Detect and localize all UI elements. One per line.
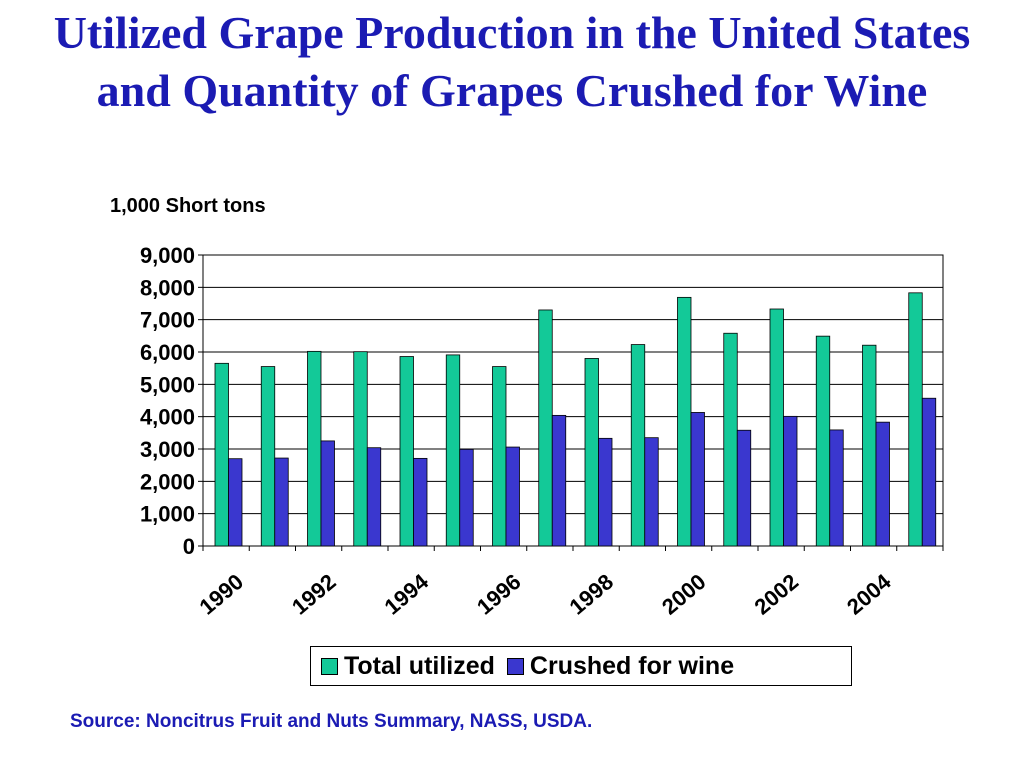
legend-item-crushed: Crushed for wine: [506, 651, 735, 681]
bar-crushed-for-wine: [228, 458, 243, 547]
bar-chart: 0 1,000 2,000 3,000 4,000 5,000 6,000 7,000 8,00…: [140, 243, 944, 620]
y-axis-units-label: 1,000 Short tons: [110, 195, 266, 217]
bar-total-utilized: [723, 332, 738, 547]
bar-total-utilized: [399, 356, 414, 547]
bar-crushed-for-wine: [736, 429, 752, 547]
y-tick-label: 7,000: [140, 308, 195, 333]
x-tick-label: 2004: [842, 568, 896, 619]
chart-title: Utilized Grape Production in the United …: [53, 7, 971, 116]
bar-total-utilized: [769, 308, 784, 547]
x-tick-label: 1996: [472, 569, 526, 620]
bar-total-utilized: [630, 344, 646, 547]
bar-crushed-for-wine: [644, 437, 659, 547]
legend-label-crushed: Crushed for wine: [529, 651, 735, 680]
bar-crushed-for-wine: [413, 457, 428, 547]
bar-total-utilized: [862, 344, 877, 547]
y-tick-label: 9,000: [140, 243, 195, 268]
chart-legend: Total utilized Crushed for wine: [310, 646, 852, 686]
x-tick-label: 1998: [565, 569, 619, 620]
x-tick-label: 2002: [750, 569, 804, 620]
bar-total-utilized: [538, 309, 553, 547]
bar-crushed-for-wine: [366, 447, 382, 547]
x-tick-label: 1992: [287, 569, 341, 620]
bar-total-utilized: [584, 358, 599, 547]
bar-crushed-for-wine: [551, 414, 567, 547]
y-tick-label: 3,000: [140, 437, 195, 462]
y-tick-label: 6,000: [140, 340, 195, 365]
bar-total-utilized: [815, 335, 831, 547]
x-tick-label: 2000: [657, 569, 711, 620]
bar-total-utilized: [260, 366, 276, 547]
bar-total-utilized: [445, 354, 461, 547]
bar-total-utilized: [353, 351, 368, 547]
bar-crushed-for-wine: [690, 412, 705, 547]
bar-total-utilized: [492, 366, 507, 547]
legend-swatch-total: [321, 657, 338, 675]
bar-crushed-for-wine: [598, 437, 613, 547]
bar-total-utilized: [307, 350, 322, 547]
y-tick-label: 4,000: [140, 405, 195, 430]
bar-crushed-for-wine: [274, 457, 289, 547]
y-tick-label: 8,000: [140, 275, 195, 300]
y-tick-label: 5,000: [140, 372, 195, 397]
bar-crushed-for-wine: [875, 421, 890, 547]
y-tick-label: 2,000: [140, 469, 195, 494]
bar-crushed-for-wine: [783, 415, 798, 547]
legend-swatch-crushed: [506, 657, 524, 675]
bar-crushed-for-wine: [320, 440, 335, 547]
bar-crushed-for-wine: [829, 429, 844, 547]
bar-total-utilized: [677, 296, 692, 547]
y-tick-label: 0: [183, 534, 195, 559]
bar-crushed-for-wine: [459, 448, 474, 547]
x-tick-label: 1990: [195, 569, 249, 620]
legend-item-total: Total utilized: [321, 652, 495, 681]
bar-crushed-for-wine: [505, 446, 520, 547]
x-tick-label: 1994: [380, 568, 434, 619]
bar-total-utilized: [908, 292, 923, 547]
y-tick-label: 1,000: [140, 502, 195, 527]
source-note: Source: Noncitrus Fruit and Nuts Summary…: [70, 711, 593, 732]
bar-total-utilized: [214, 362, 229, 547]
bar-crushed-for-wine: [921, 397, 937, 547]
legend-label-total: Total utilized: [344, 651, 495, 680]
